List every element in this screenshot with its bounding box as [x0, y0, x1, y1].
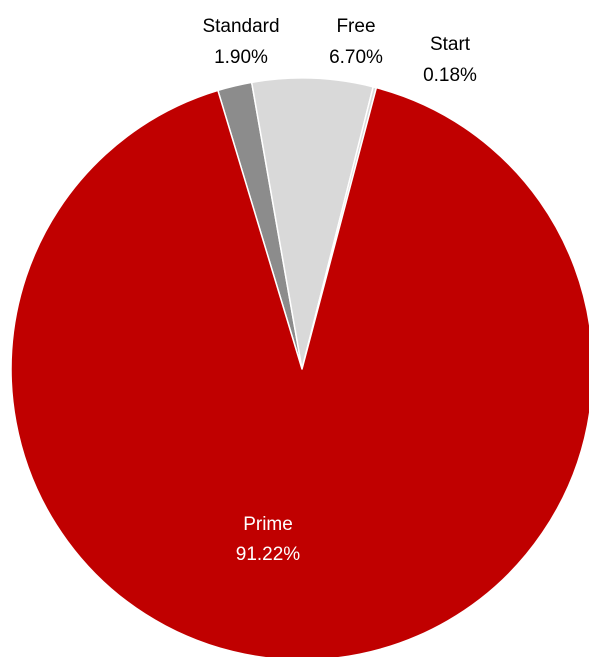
slice-label-standard: Standard [202, 16, 279, 37]
slice-label-start: Start [430, 34, 471, 55]
slice-value-standard: 1.90% [214, 47, 268, 68]
slice-value-prime: 91.22% [236, 544, 301, 565]
slice-value-free: 6.70% [329, 47, 383, 68]
pie-labels: Standard 1.90% Free 6.70% Start 0.18% Prime 91.… [202, 16, 477, 565]
slice-label-prime: Prime [243, 514, 293, 535]
slice-label-free: Free [336, 16, 375, 37]
pie-slices [10, 77, 589, 657]
slice-value-start: 0.18% [423, 65, 477, 86]
pie-slice-free [250, 77, 374, 370]
pie-slice-prime [10, 86, 589, 657]
